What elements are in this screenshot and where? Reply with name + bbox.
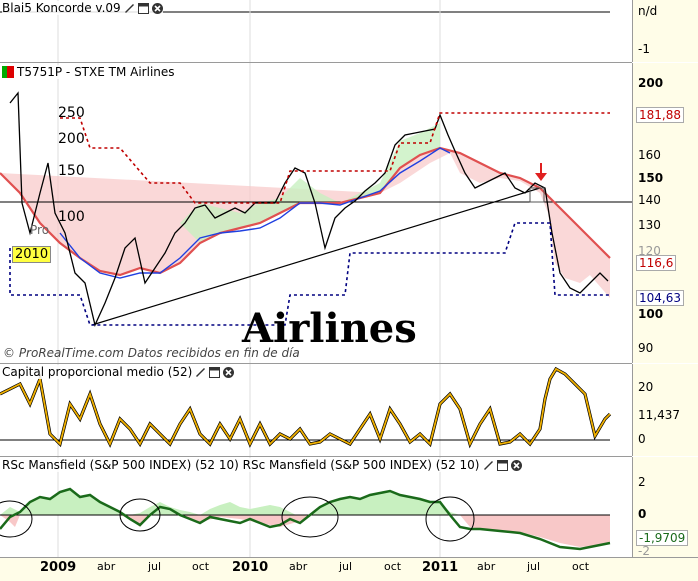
value-label-mid: 116,6 xyxy=(636,255,677,271)
x-label-2009: 2009 xyxy=(40,560,77,575)
x-label-abr: abr xyxy=(97,560,116,573)
axis-tick-200: 200 xyxy=(638,76,664,90)
x-label-2010: 2010 xyxy=(232,560,269,575)
watermark: Airlines xyxy=(242,305,417,352)
koncorde-tick: -1 xyxy=(638,42,650,56)
koncorde-panel: Blai5 Koncorde v.09 xyxy=(0,0,632,63)
rsc-tick-2: 2 xyxy=(638,475,646,489)
capital-plot xyxy=(0,364,612,456)
rsc-tick-0: 0 xyxy=(638,507,647,521)
koncorde-title-bar: Blai5 Koncorde v.09 xyxy=(2,1,163,15)
capital-title: Capital proporcional medio (52) xyxy=(2,365,193,379)
koncorde-value: n/d xyxy=(638,4,658,18)
capital-value: 11,437 xyxy=(638,408,680,422)
x-label-oct: oct xyxy=(192,560,210,573)
axis-tick-90: 90 xyxy=(638,341,654,355)
rsc-plot xyxy=(0,457,611,557)
rsc-title: RSc Mansfield (S&P 500 INDEX) (52 10) RS… xyxy=(2,458,480,472)
rsc-title-bar: RSc Mansfield (S&P 500 INDEX) (52 10) RS… xyxy=(2,458,522,472)
price-title: T5751P - STXE TM Airlines xyxy=(17,65,175,79)
x-axis xyxy=(0,557,698,581)
axis-tick-120: 120 xyxy=(638,244,661,258)
x-label-2011: 2011 xyxy=(422,560,459,575)
overlay-tick-100: 100 xyxy=(58,209,85,225)
rsc-tick-minus2: -2 xyxy=(638,544,650,558)
price-panel: T5751P - STXE TM Airlines 250 200 150 10… xyxy=(0,63,632,364)
close-icon[interactable] xyxy=(510,459,522,471)
capital-tick-20: 20 xyxy=(638,380,654,394)
partial-label: Pro xyxy=(30,223,50,237)
value-label-top: 181,88 xyxy=(636,107,684,123)
overlay-tick-200: 200 xyxy=(58,131,85,147)
chart-type-icon[interactable] xyxy=(2,66,14,78)
koncorde-title: Blai5 Koncorde v.09 xyxy=(2,1,121,15)
x-label-jul: jul xyxy=(339,560,353,573)
axis-tick-150: 150 xyxy=(638,171,664,185)
x-label-oct: oct xyxy=(384,560,402,573)
capital-tick-0: 0 xyxy=(638,432,646,446)
capital-axis: 20 11,437 0 xyxy=(632,364,698,456)
year-badge: 2010 xyxy=(12,246,52,263)
axis-tick-100: 100 xyxy=(638,307,664,321)
axis-tick-140: 140 xyxy=(638,193,661,207)
axis-tick-160: 160 xyxy=(638,148,661,162)
capital-title-bar: Capital proporcional medio (52) xyxy=(2,365,235,379)
wrench-icon[interactable] xyxy=(195,367,206,378)
rsc-axis: 2 0 -1,9709 -2 xyxy=(632,457,698,558)
window-icon[interactable] xyxy=(496,459,508,471)
price-axis: 200 181,88 160 150 140 130 120 116,6 104… xyxy=(632,63,698,363)
wrench-icon[interactable] xyxy=(124,3,135,14)
close-icon[interactable] xyxy=(223,366,235,378)
x-label-abr: abr xyxy=(289,560,308,573)
x-label-jul: jul xyxy=(148,560,162,573)
koncorde-axis: n/d -1 xyxy=(632,0,698,62)
x-label-abr: abr xyxy=(477,560,496,573)
capital-panel: Capital proporcional medio (52) xyxy=(0,364,632,457)
close-icon[interactable] xyxy=(151,2,163,14)
overlay-tick-250: 250 xyxy=(58,105,85,121)
overlay-tick-150: 150 xyxy=(58,163,85,179)
value-label-low: 104,63 xyxy=(636,290,684,306)
price-footer: © ProRealTime.com Datos recibidos en fin… xyxy=(3,346,300,360)
rsc-panel: RSc Mansfield (S&P 500 INDEX) (52 10) RS… xyxy=(0,457,632,558)
x-label-jul: jul xyxy=(527,560,541,573)
x-label-oct: oct xyxy=(572,560,590,573)
axis-tick-130: 130 xyxy=(638,218,661,232)
wrench-icon[interactable] xyxy=(483,460,494,471)
window-icon[interactable] xyxy=(137,2,149,14)
rsc-value: -1,9709 xyxy=(636,530,689,546)
price-title-bar: T5751P - STXE TM Airlines xyxy=(2,65,175,79)
window-icon[interactable] xyxy=(209,366,221,378)
price-plot xyxy=(0,63,632,363)
